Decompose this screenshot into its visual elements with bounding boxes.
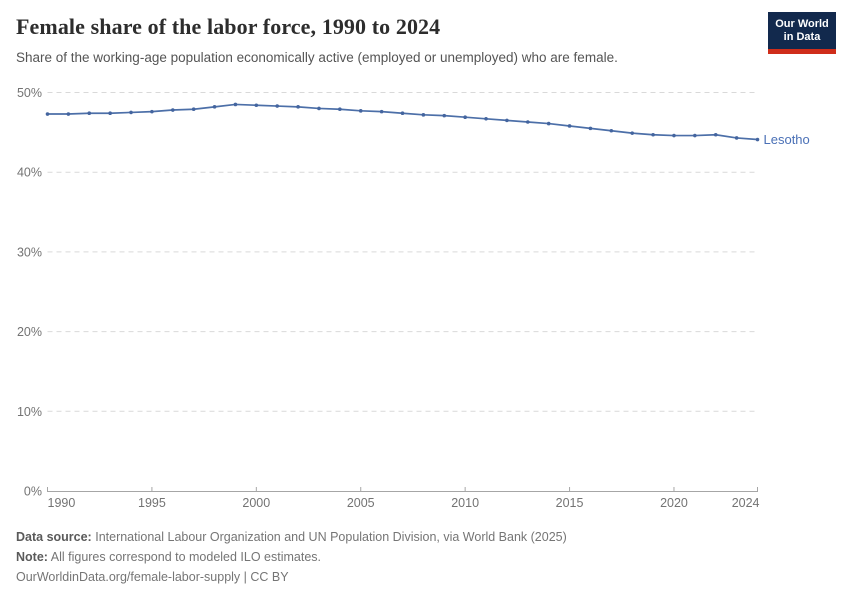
- chart-subtitle: Share of the working-age population econ…: [16, 50, 618, 65]
- data-point-1992: [87, 111, 92, 116]
- chart-title: Female share of the labor force, 1990 to…: [16, 14, 441, 39]
- y-axis-label-0: 0%: [24, 485, 42, 499]
- data-point-2019: [651, 132, 655, 137]
- data-point-2017: [609, 128, 614, 133]
- data-point-1995: [150, 109, 154, 114]
- data-point-1997: [191, 107, 196, 112]
- owid-logo-line1: Our World: [775, 18, 829, 30]
- x-axis-label-2015: 2015: [556, 496, 584, 510]
- chart-header: Female share of the labor force, 1990 to…: [16, 12, 750, 66]
- y-axis-label-40: 40%: [17, 166, 42, 180]
- data-point-2022: [713, 132, 718, 137]
- data-point-1990: [45, 112, 50, 116]
- data-point-2015: [567, 124, 572, 128]
- data-point-2001: [275, 104, 280, 108]
- note-text: All figures correspond to modeled ILO es…: [50, 550, 322, 564]
- owid-logo-box: Our World in Data: [768, 12, 836, 49]
- data-point-2003: [317, 106, 321, 111]
- data-point-2002: [296, 105, 300, 109]
- data-point-2024: [755, 137, 760, 142]
- data-point-2000: [254, 103, 259, 108]
- data-point-2013: [525, 120, 530, 124]
- data-point-1999: [233, 102, 238, 107]
- x-axis-label-1995: 1995: [138, 496, 166, 510]
- x-axis-label-2010: 2010: [451, 496, 479, 510]
- y-axis-label-50: 50%: [17, 86, 42, 100]
- y-axis-label-20: 20%: [17, 325, 42, 339]
- x-axis-label-2024: 2024: [732, 496, 760, 510]
- series-end-label[interactable]: Lesotho: [764, 132, 810, 147]
- data-source-label: Data source:: [16, 530, 92, 544]
- data-point-2006: [379, 109, 384, 114]
- x-axis-label-1990: 1990: [48, 496, 76, 510]
- owid-logo-line2: in Data: [783, 30, 821, 43]
- data-source-text: International Labour Organization and UN…: [95, 530, 567, 544]
- data-point-2016: [588, 126, 593, 131]
- data-point-2014: [546, 121, 551, 126]
- y-axis-label-10: 10%: [17, 405, 42, 419]
- data-point-2004: [338, 107, 342, 112]
- data-point-2011: [484, 117, 488, 121]
- x-axis-label-2005: 2005: [347, 496, 375, 510]
- citation-link[interactable]: OurWorldinData.org/female-labor-supply |…: [16, 570, 289, 584]
- owid-logo[interactable]: Our World in Data: [768, 12, 836, 54]
- data-point-1994: [129, 110, 133, 115]
- data-point-1991: [66, 112, 71, 116]
- data-point-2021: [693, 133, 697, 138]
- chart-footer: Data source: International Labour Organi…: [16, 527, 834, 587]
- lesotho-line: [46, 103, 759, 141]
- owid-logo-red-bar: [768, 49, 836, 54]
- data-point-2007: [400, 111, 405, 116]
- y-axis-label-30: 30%: [17, 245, 42, 259]
- x-axis-label-2000: 2000: [242, 496, 270, 510]
- note-line: Note: All figures correspond to modeled …: [16, 547, 834, 567]
- data-point-2010: [463, 115, 467, 120]
- data-point-2018: [630, 131, 635, 135]
- data-point-1996: [170, 108, 175, 112]
- data-point-2005: [358, 109, 363, 113]
- data-point-2008: [421, 113, 426, 117]
- x-axis-label-2020: 2020: [660, 496, 688, 510]
- data-point-2009: [442, 113, 447, 118]
- data-point-2023: [734, 136, 739, 140]
- data-point-2020: [672, 133, 676, 138]
- data-point-2012: [505, 118, 509, 123]
- data-point-1993: [108, 111, 112, 116]
- data-point-1998: [212, 105, 217, 109]
- note-label: Note:: [16, 550, 48, 564]
- data-source-line: Data source: International Labour Organi…: [16, 527, 834, 547]
